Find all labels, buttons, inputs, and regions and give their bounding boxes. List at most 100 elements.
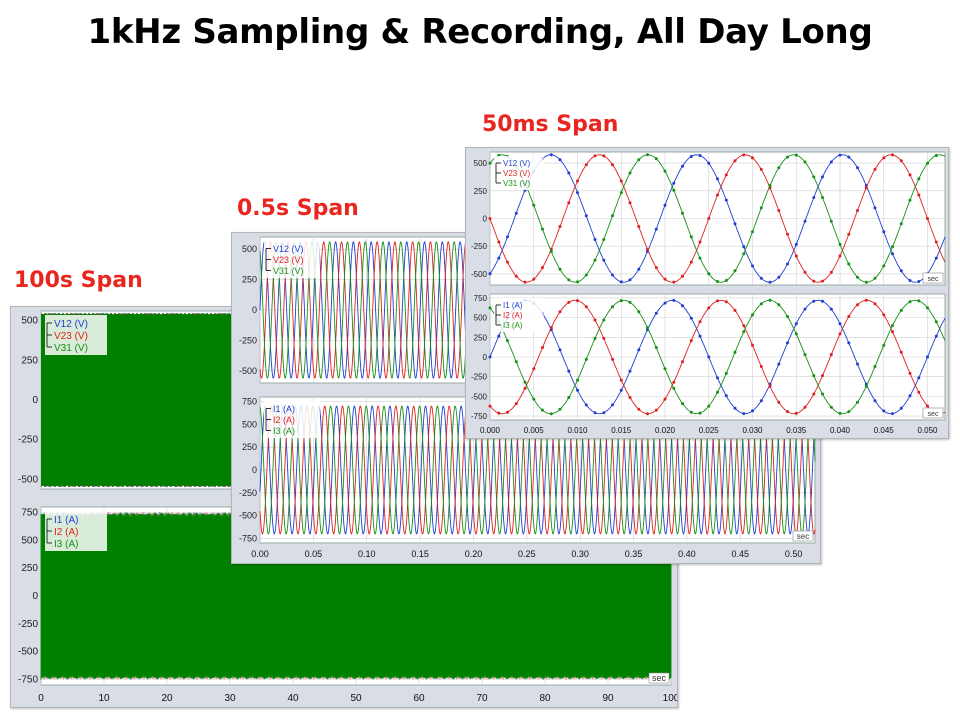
data-point — [751, 313, 754, 317]
data-point — [637, 225, 641, 228]
data-point — [873, 206, 877, 210]
data-point — [742, 324, 746, 328]
data-point — [751, 409, 754, 413]
legend: I1 (A)I2 (A)I3 (A) — [494, 298, 544, 332]
data-point — [742, 245, 746, 249]
data-point — [689, 155, 693, 158]
data-point — [829, 405, 833, 409]
data-point — [926, 404, 929, 408]
x-tick-label: 0.050 — [917, 426, 938, 435]
data-point — [576, 299, 579, 303]
data-point — [856, 303, 859, 307]
data-point — [619, 280, 623, 284]
x-tick-label: 0.030 — [742, 426, 763, 435]
data-point — [541, 266, 544, 270]
unit-tag: sec — [797, 532, 809, 541]
data-point — [523, 380, 527, 384]
data-point — [733, 406, 737, 410]
y-tick-label: 0 — [32, 591, 38, 602]
data-point — [584, 357, 588, 361]
legend-entry: V31 (V) — [273, 266, 304, 276]
data-point — [619, 378, 623, 382]
data-point — [637, 267, 641, 271]
data-point — [514, 274, 518, 278]
data-point — [698, 256, 702, 260]
data-point — [777, 400, 781, 404]
data-point — [899, 269, 903, 273]
data-point — [882, 409, 886, 413]
data-point — [637, 310, 641, 314]
data-point — [514, 360, 518, 364]
y-tick-label: -750 — [18, 674, 38, 685]
y-tick-label: -500 — [239, 511, 257, 521]
data-point — [873, 302, 877, 306]
y-tick-label: -500 — [471, 270, 488, 279]
data-point — [628, 300, 632, 304]
y-tick-label: 250 — [474, 187, 488, 196]
data-point — [558, 225, 562, 228]
data-point — [654, 311, 658, 315]
data-point — [751, 264, 754, 268]
unit-tag-box — [922, 272, 944, 284]
data-point — [506, 260, 509, 264]
data-point — [759, 399, 763, 403]
data-point — [751, 156, 754, 160]
data-point — [724, 371, 728, 375]
data-point — [908, 371, 912, 375]
data-point — [707, 404, 711, 408]
data-point — [497, 334, 501, 338]
data-point — [812, 279, 816, 283]
data-point — [637, 158, 641, 162]
data-point — [681, 274, 684, 278]
legend-entry: I2 (A) — [54, 527, 78, 538]
data-point — [768, 184, 772, 187]
data-point — [584, 214, 588, 218]
y-tick-label: 0 — [252, 305, 257, 315]
x-tick-label: 0.020 — [655, 426, 676, 435]
legend-box — [264, 241, 320, 278]
legend-entry: I3 (A) — [273, 426, 295, 436]
unit-tag-box — [648, 672, 670, 684]
y-tick-label: 0 — [32, 395, 38, 406]
data-point — [777, 209, 781, 212]
data-point — [681, 360, 684, 364]
data-point — [567, 300, 571, 304]
data-point — [523, 386, 527, 390]
y-tick-label: 750 — [474, 294, 488, 303]
y-tick-label: -250 — [471, 242, 488, 251]
y-tick-label: 500 — [474, 159, 488, 168]
data-point — [707, 217, 711, 220]
data-point — [593, 411, 597, 415]
data-point — [882, 343, 886, 347]
data-point — [549, 326, 553, 330]
data-point — [567, 201, 571, 205]
data-point — [891, 153, 894, 157]
data-point — [611, 357, 614, 361]
y-tick-label: 500 — [21, 535, 38, 546]
data-point — [558, 267, 562, 271]
data-point — [654, 266, 658, 270]
data-point — [514, 402, 518, 406]
y-tick-label: 500 — [242, 419, 257, 429]
y-tick-label: 750 — [242, 397, 257, 407]
data-point — [654, 346, 658, 349]
y-tick-label: -500 — [18, 474, 38, 485]
data-point — [628, 201, 632, 205]
data-point — [908, 394, 912, 398]
data-point — [759, 206, 763, 210]
data-point — [856, 400, 859, 404]
legend-box — [264, 401, 320, 438]
data-point — [593, 154, 597, 158]
data-point — [786, 341, 789, 345]
x-tick-label: 10 — [98, 693, 110, 704]
data-point — [733, 308, 737, 312]
data-point — [689, 235, 693, 239]
data-point — [786, 262, 789, 266]
data-point — [891, 412, 894, 416]
y-tick-label: 250 — [474, 333, 488, 342]
x-tick-label: 20 — [161, 693, 173, 704]
data-point — [707, 306, 711, 310]
data-point — [576, 378, 579, 382]
data-point — [864, 186, 868, 190]
